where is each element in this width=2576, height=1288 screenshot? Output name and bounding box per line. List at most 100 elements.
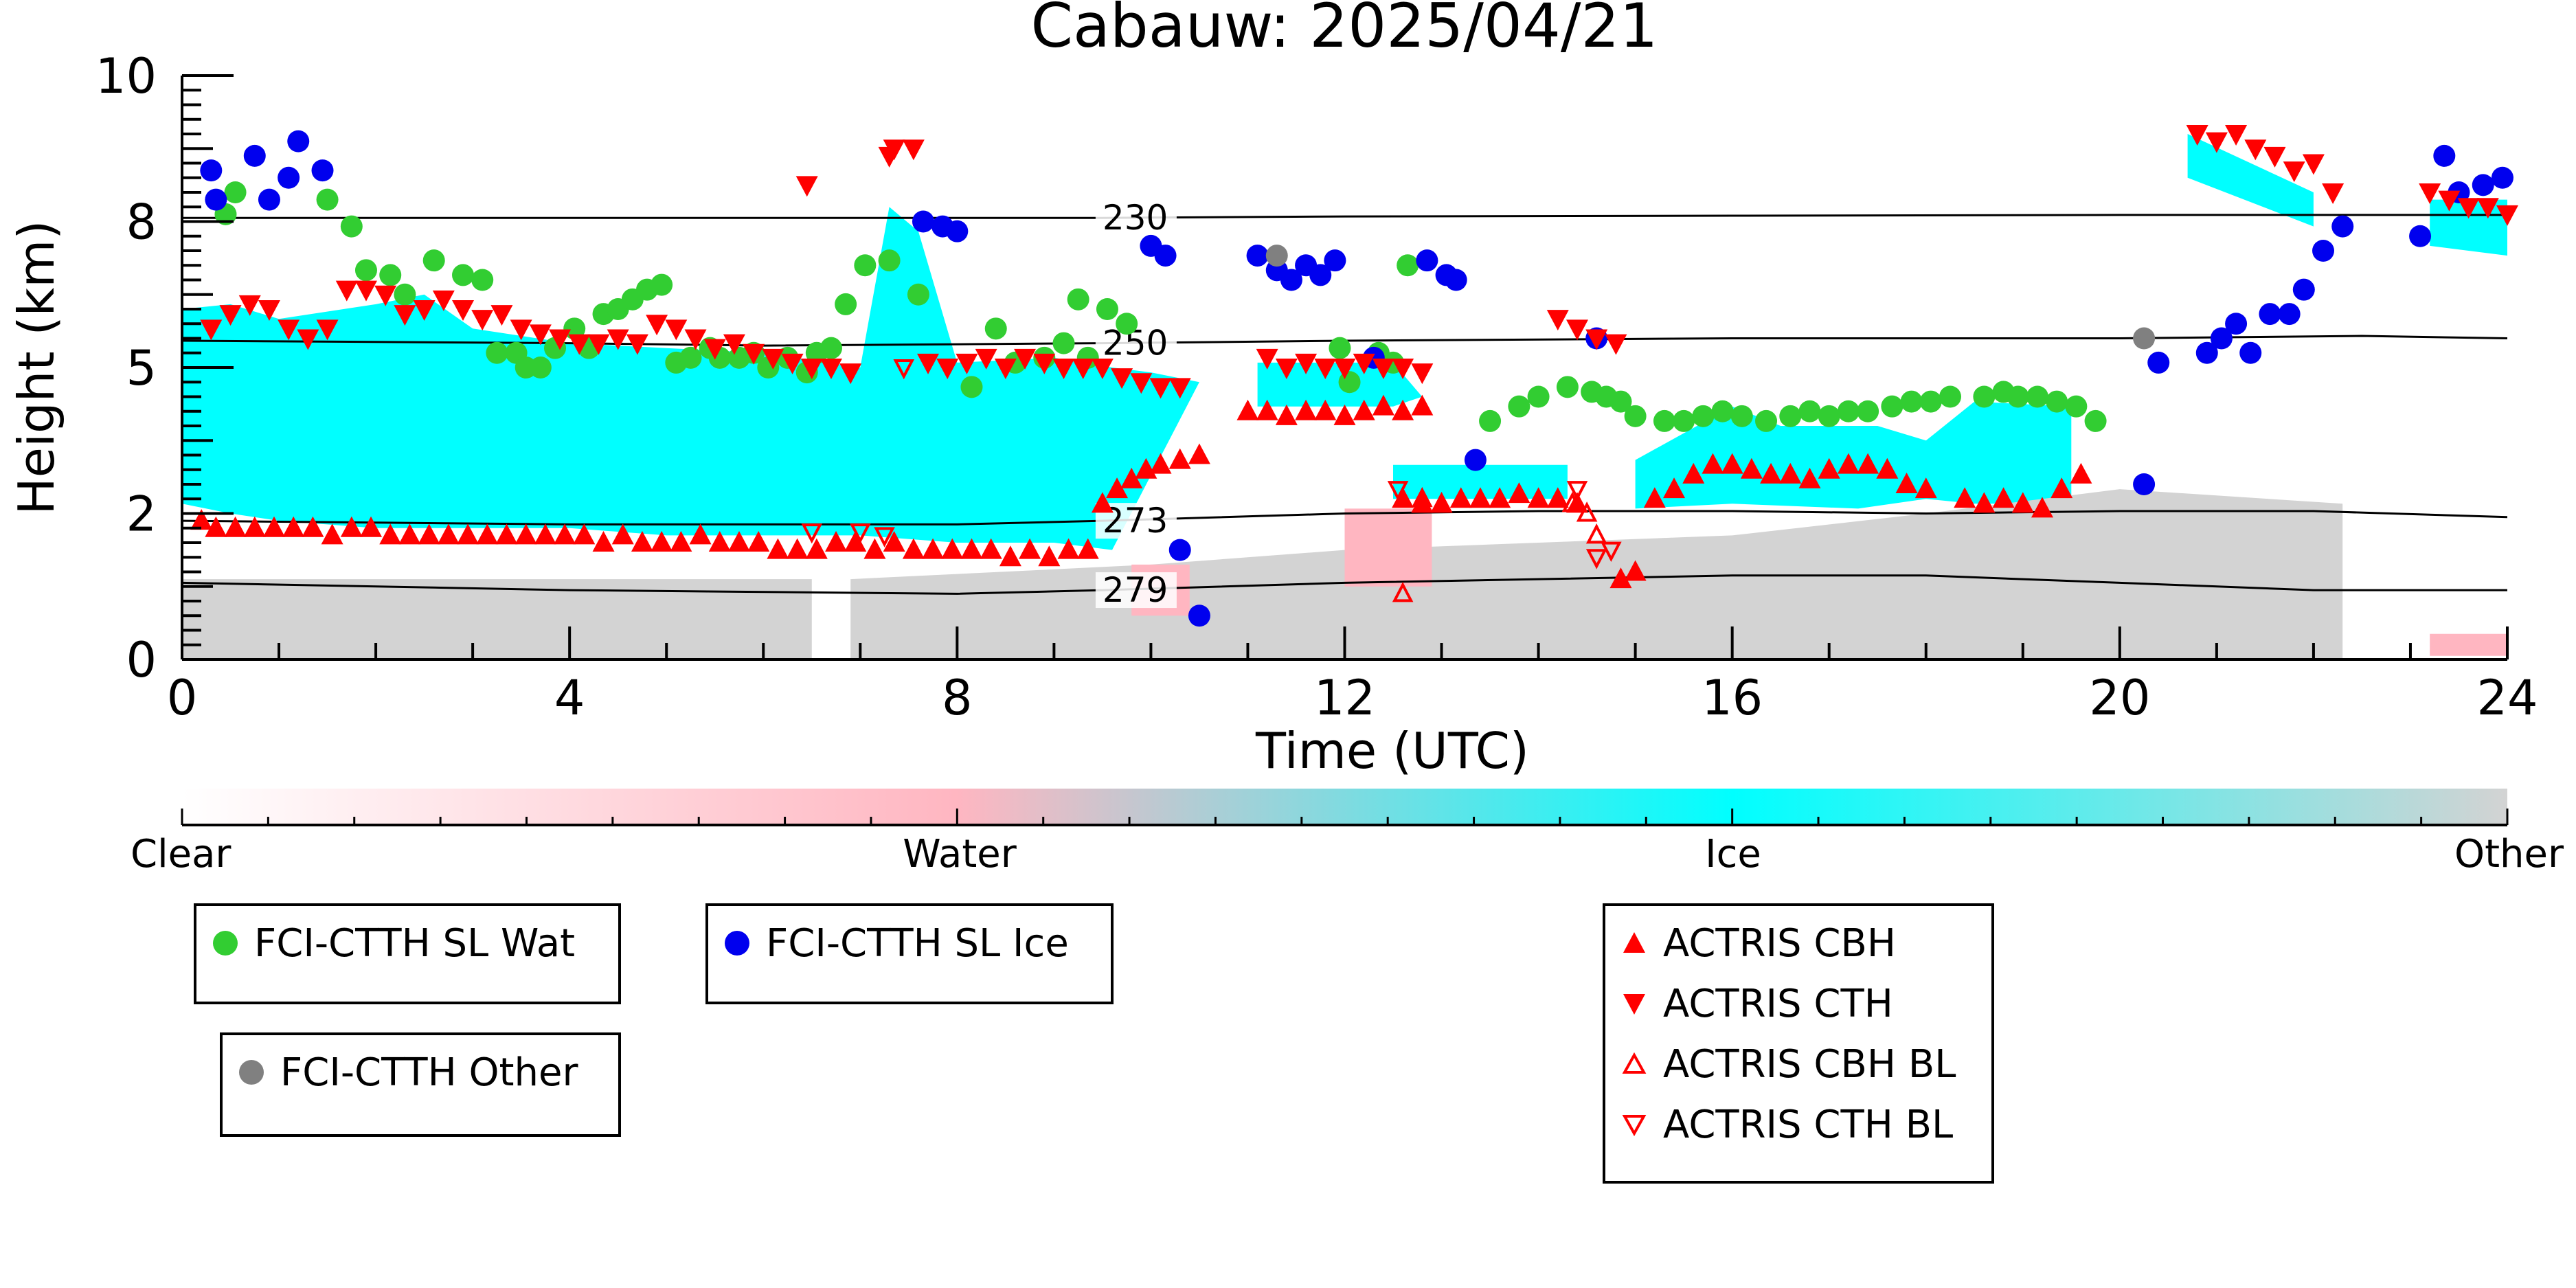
actris-cth-bl-point (1566, 481, 1588, 501)
actris-cth-point (994, 359, 1017, 379)
actris-cbh-point (1168, 448, 1191, 469)
fci-ctth-sl-ice-point (2225, 313, 2248, 335)
y-tick-label: 8 (126, 194, 157, 251)
actris-cbh-point (980, 538, 1002, 559)
fci-ctth-sl-wat-point (1609, 390, 1632, 413)
actris-cth-point (354, 280, 377, 302)
actris-cth-point (2283, 161, 2305, 183)
blue-circle-icon (725, 931, 749, 956)
actris-cbh-point (1372, 394, 1394, 416)
fci-ctth-sl-wat-point (354, 259, 377, 282)
fci-ctth-sl-ice-point (2147, 351, 2170, 374)
fci-ctth-sl-wat-point (1919, 390, 1942, 413)
actris-cbh-point (727, 531, 750, 552)
fci-ctth-sl-ice-point (1309, 264, 1332, 286)
fci-ctth-sl-wat-point (1329, 337, 1351, 359)
fci-ctth-sl-wat-point (2007, 385, 2029, 408)
y-tick-label: 2 (126, 486, 157, 543)
actris-cbh-point (379, 523, 402, 545)
actris-cbh-point (1314, 399, 1337, 420)
legend-label: ACTRIS CTH (1663, 981, 1893, 1026)
actris-cth-point (902, 139, 925, 161)
fci-ctth-sl-ice-point (2195, 341, 2218, 364)
isotherm-label-bg (1095, 200, 1177, 236)
actris-cbh-point (243, 516, 266, 537)
colorbar-gradient (182, 789, 2507, 825)
actris-cbh-point (1353, 399, 1375, 420)
actris-cbh-point (205, 516, 227, 537)
colorbar-label-water: Water (903, 832, 1017, 877)
ice-region (182, 207, 1199, 550)
actris-cth-point (1605, 334, 1627, 355)
fci-ctth-sl-ice-point (2312, 240, 2335, 262)
actris-cbh-point (457, 523, 479, 545)
legend-row-ice: FCI-CTTH SL Ice (723, 913, 1096, 973)
actris-cth-point (607, 329, 629, 350)
fci-ctth-sl-ice-point (2259, 303, 2281, 326)
colorbar-label-clear: Clear (131, 832, 231, 877)
ice-region (1393, 464, 1568, 499)
actris-cth-point (471, 310, 494, 331)
x-tick-label: 8 (942, 670, 973, 726)
actris-cbh-point (825, 531, 848, 552)
fci-ctth-sl-wat-point (1096, 298, 1118, 320)
actris-cth-point (1295, 353, 1318, 374)
data-markers (190, 125, 2518, 627)
actris-cbh-point (1914, 477, 1937, 499)
x-tick-label: 16 (1702, 670, 1763, 726)
fci-ctth-sl-wat-point (1900, 390, 1923, 413)
legend-other: FCI-CTTH Other (220, 1032, 621, 1137)
actris-cth-point (781, 353, 804, 374)
fci-ctth-sl-ice-point (2133, 473, 2156, 495)
legend-row-other: FCI-CTTH Other (238, 1042, 603, 1103)
fci-ctth-sl-wat-point (1692, 405, 1715, 427)
water-region (2430, 633, 2507, 656)
legend-ice: FCI-CTTH SL Ice (705, 903, 1114, 1004)
green-circle-icon (213, 931, 238, 956)
actris-cth-point (335, 280, 358, 302)
actris-cth-bl-point (893, 359, 915, 380)
actris-cth-bl-point (1601, 541, 1622, 562)
actris-cbh-point (1188, 443, 1210, 464)
fci-ctth-sl-wat-point (1624, 405, 1647, 427)
actris-cth-point (684, 329, 707, 350)
fci-ctth-sl-wat-point (316, 188, 339, 211)
x-tick-label: 0 (167, 670, 198, 726)
actris-cbh-point (805, 538, 828, 559)
actris-cbh-point (554, 523, 576, 545)
actris-cbh-point (941, 538, 964, 559)
actris-cbh-point (1449, 487, 1472, 508)
isotherm-230-label: 230 (1103, 198, 1168, 238)
actris-cbh-point (515, 523, 537, 545)
fci-ctth-sl-wat-point (379, 264, 402, 286)
actris-cbh-point (631, 531, 653, 552)
actris-cbh-point (398, 523, 421, 545)
legend-row-actris-cbh-bl: ACTRIS CBH BL (1620, 1034, 1976, 1094)
actris-cth-point (665, 319, 688, 341)
actris-cth-point (2476, 198, 2499, 219)
actris-cth-point (549, 329, 572, 350)
actris-cth-point (1072, 359, 1094, 379)
y-tick-label: 10 (95, 48, 157, 104)
actris-cth-point (1111, 368, 1133, 389)
actris-cbh-point (708, 531, 731, 552)
actris-cbh-bl-point (1576, 501, 1598, 522)
actris-cth-point (1333, 359, 1356, 379)
fci-ctth-sl-ice-point (1445, 269, 1467, 291)
actris-cbh-point (1057, 538, 1080, 559)
actris-cbh-point (437, 523, 460, 545)
fci-ctth-sl-ice-point (1464, 449, 1487, 471)
actris-cbh-point (1469, 487, 1491, 508)
actris-cbh-point (1624, 560, 1647, 581)
legend-label: FCI-CTTH SL Ice (766, 920, 1069, 966)
colorbar-label-other: Other (2454, 832, 2564, 877)
fci-ctth-sl-ice-point (2210, 327, 2233, 350)
y-axis-label: Height (km) (8, 221, 65, 515)
isotherm-279-label: 279 (1103, 570, 1168, 610)
fci-ctth-sl-wat-point (471, 269, 494, 291)
fci-ctth-sl-wat-point (1973, 385, 1996, 408)
classification-background (182, 134, 2507, 659)
actris-cth-point (1275, 359, 1298, 379)
fci-ctth-sl-wat-point (835, 293, 857, 315)
